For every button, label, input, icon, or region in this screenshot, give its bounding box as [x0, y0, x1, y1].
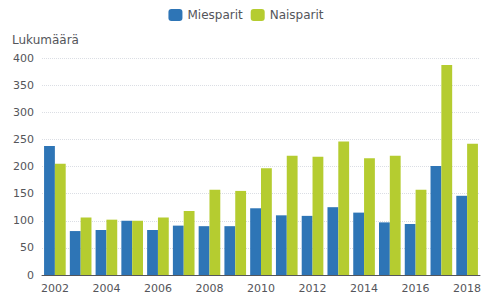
svg-text:350: 350 — [13, 79, 34, 92]
svg-text:300: 300 — [13, 106, 34, 119]
svg-text:2002: 2002 — [41, 282, 69, 295]
svg-text:2016: 2016 — [402, 282, 430, 295]
svg-text:Naisparit: Naisparit — [270, 8, 324, 22]
svg-text:2006: 2006 — [144, 282, 172, 295]
svg-text:2004: 2004 — [92, 282, 120, 295]
svg-text:150: 150 — [13, 187, 34, 200]
svg-text:250: 250 — [13, 133, 34, 146]
svg-text:0: 0 — [27, 269, 34, 282]
svg-text:200: 200 — [13, 160, 34, 173]
svg-text:Lukumäärä: Lukumäärä — [12, 33, 79, 47]
svg-text:50: 50 — [20, 241, 34, 254]
svg-text:2010: 2010 — [247, 282, 275, 295]
svg-text:2018: 2018 — [453, 282, 481, 295]
svg-text:2014: 2014 — [350, 282, 378, 295]
svg-text:2008: 2008 — [195, 282, 223, 295]
svg-text:Miesparit: Miesparit — [187, 8, 243, 22]
svg-text:400: 400 — [13, 52, 34, 65]
svg-text:100: 100 — [13, 214, 34, 227]
svg-text:2012: 2012 — [299, 282, 327, 295]
